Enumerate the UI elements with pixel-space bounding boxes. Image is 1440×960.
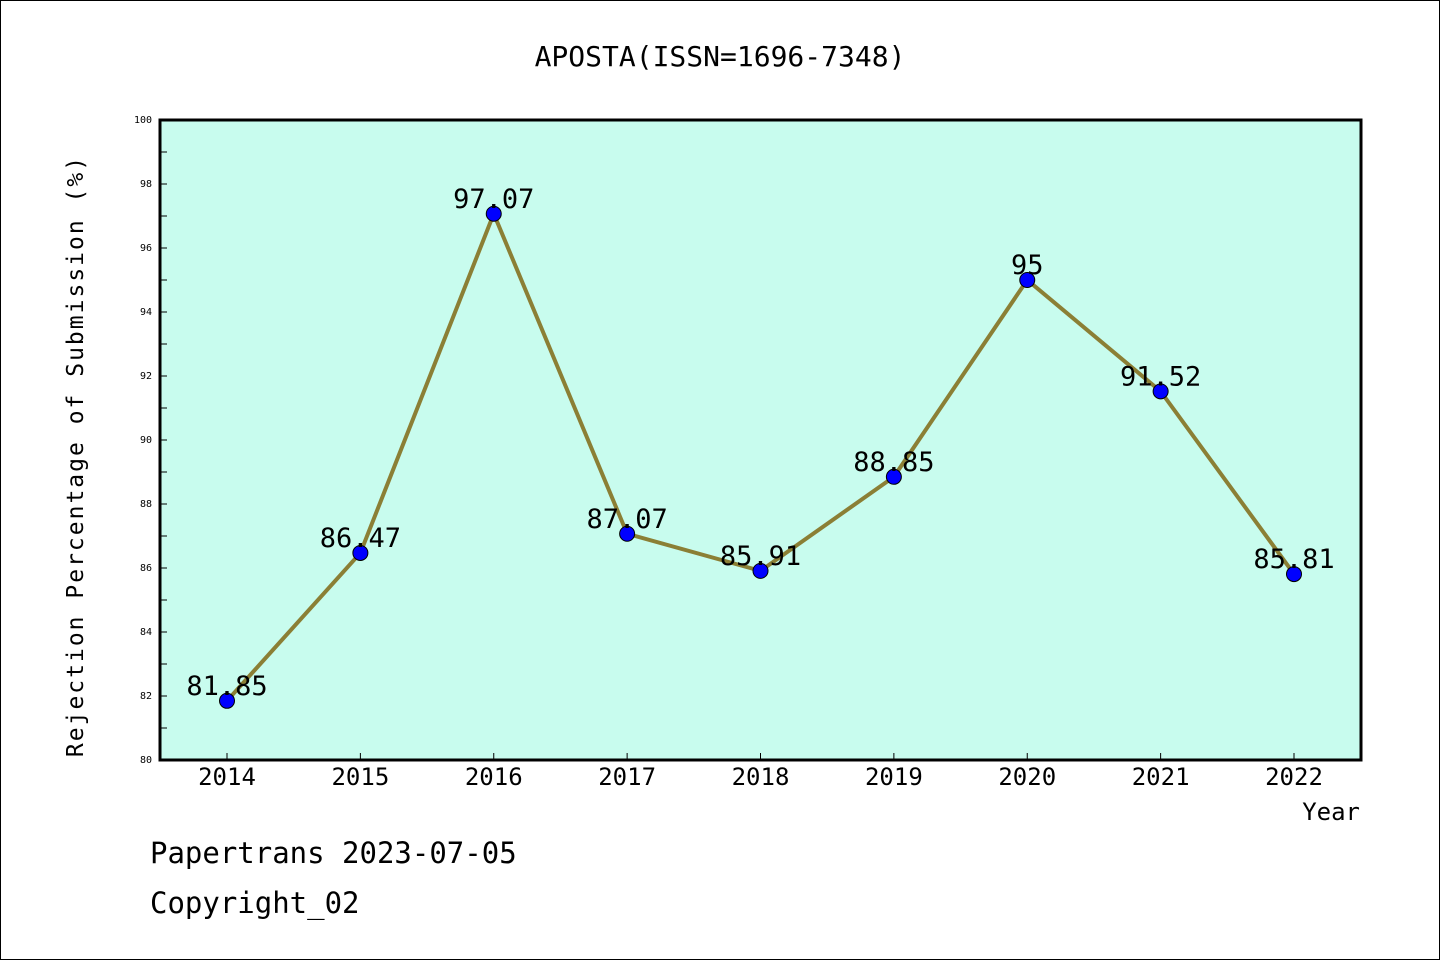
data-point-marker (485, 205, 502, 222)
x-tick-label: 2018 (732, 763, 790, 791)
data-label: 88.85 (853, 447, 934, 478)
data-point-marker (752, 562, 769, 579)
data-point-marker (1019, 272, 1036, 288)
y-axis-label: Rejection Percentage of Submission (%) (63, 155, 89, 757)
y-tick-label: 88 (140, 499, 152, 510)
y-tick-label: 84 (140, 627, 152, 638)
plot-area (158, 118, 1363, 762)
y-tick-label: 100 (134, 115, 152, 126)
footer-date: Papertrans 2023-07-05 (150, 836, 517, 870)
footer-copyright: Copyright_02 (150, 886, 360, 920)
chart-title: APOSTA(ISSN=1696-7348) (535, 40, 906, 73)
x-tick-label: 2021 (1132, 763, 1190, 791)
series-markers (219, 205, 1302, 709)
data-point-marker (1152, 383, 1169, 400)
data-point-marker (885, 468, 902, 485)
y-tick-label: 90 (140, 435, 152, 446)
data-label: 91.52 (1120, 361, 1201, 392)
data-label: 85.81 (1253, 544, 1334, 575)
y-tick-label: 80 (140, 755, 152, 766)
data-label: 95 (1011, 250, 1044, 281)
x-tick-label: 2019 (865, 763, 923, 791)
x-tick-label: 2017 (598, 763, 656, 791)
x-tick-label: 2015 (331, 763, 389, 791)
data-label: 97.07 (453, 184, 534, 215)
x-tick-label: 2022 (1265, 763, 1323, 791)
y-tick-label: 98 (140, 179, 152, 190)
data-point-marker (352, 544, 369, 561)
data-label: 81.85 (186, 671, 267, 702)
x-axis-label: Year (1302, 798, 1360, 826)
x-tick-label: 2016 (465, 763, 523, 791)
x-axis: 2014 2015 2016 2017 2018 2019 2020 2021 2022 (198, 753, 1323, 791)
y-tick-label: 96 (140, 243, 152, 254)
y-tick-label: 86 (140, 563, 152, 574)
data-label: 87.07 (586, 504, 667, 535)
y-axis: 80 82 84 86 88 90 92 94 96 98 100 (134, 115, 167, 766)
data-label: 85.91 (720, 541, 801, 572)
data-label: 86.47 (320, 523, 401, 554)
data-point-marker (619, 525, 636, 542)
y-tick-label: 92 (140, 371, 152, 382)
data-labels: 81.85 86.47 97.07 87.07 85.91 88.85 95 91.52 85.… (186, 184, 1334, 702)
data-point-marker (1286, 566, 1302, 583)
x-tick-label: 2020 (998, 763, 1056, 791)
y-tick-label: 82 (140, 691, 152, 702)
y-tick-label: 94 (140, 307, 152, 318)
x-tick-label: 2014 (198, 763, 256, 791)
data-point-marker (219, 692, 235, 709)
